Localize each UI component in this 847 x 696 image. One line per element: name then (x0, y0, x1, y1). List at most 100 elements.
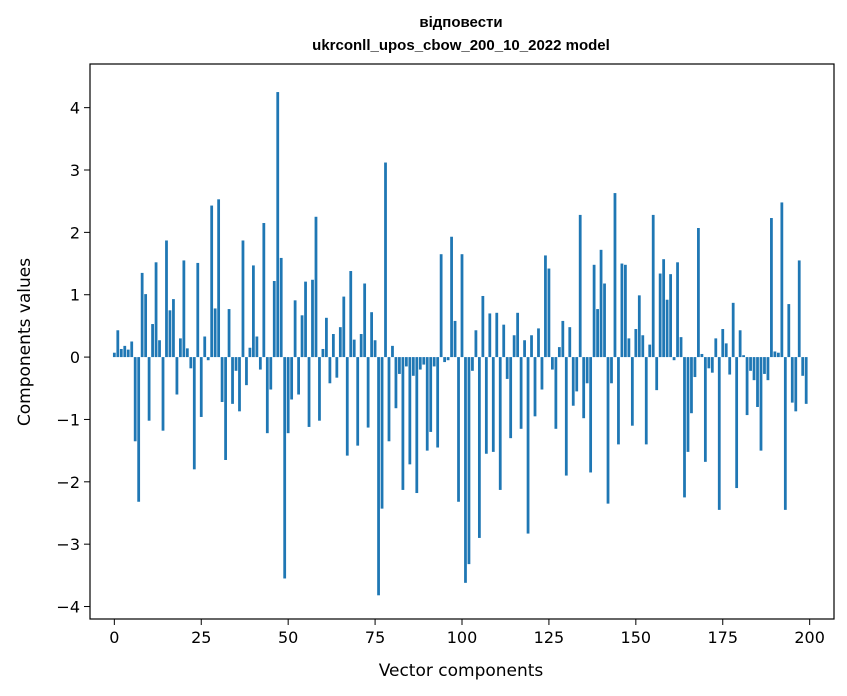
bar-54 (300, 315, 304, 358)
bar-67 (345, 357, 349, 456)
bar-8 (140, 272, 144, 358)
bar-56 (307, 357, 311, 427)
bar-74 (370, 312, 373, 358)
bar-16 (168, 310, 172, 358)
bar-126 (551, 357, 554, 370)
bar-27 (206, 357, 210, 361)
bar-130 (564, 357, 568, 476)
bar-158 (662, 259, 666, 358)
x-tick-label: 200 (794, 628, 825, 647)
x-tick-label: 150 (621, 628, 652, 647)
bar-69 (352, 339, 356, 358)
bar-190 (773, 351, 777, 358)
bar-77 (380, 357, 384, 509)
bar-94 (439, 254, 443, 358)
bar-118 (523, 340, 526, 358)
bar-97 (450, 236, 453, 358)
bar-101 (464, 357, 467, 583)
bar-141 (603, 283, 606, 358)
y-axis-ticks: −4 −3 −2 −1 0 1 2 3 4 (56, 99, 90, 617)
bar-138 (592, 264, 596, 358)
bar-20 (182, 260, 186, 358)
bar-194 (787, 304, 791, 358)
bar-34 (231, 357, 234, 404)
bar-26 (203, 336, 207, 358)
bar-155 (651, 214, 655, 358)
y-tick-label: 0 (70, 348, 80, 367)
bar-106 (481, 295, 485, 358)
x-tick-label: 175 (707, 628, 738, 647)
x-tick-label: 0 (109, 628, 119, 647)
bar-71 (359, 334, 363, 358)
bar-6 (133, 357, 137, 442)
bar-42 (258, 357, 262, 370)
bar-123 (540, 357, 544, 390)
x-tick-label: 100 (447, 628, 478, 647)
bar-113 (505, 357, 509, 379)
bar-148 (627, 338, 631, 358)
bar-85 (408, 357, 412, 465)
bar-57 (311, 279, 314, 358)
bar-174 (717, 357, 721, 510)
bar-50 (286, 357, 290, 434)
bar-70 (356, 357, 360, 446)
bar-124 (544, 255, 547, 358)
bar-184 (752, 357, 756, 381)
bar-73 (366, 357, 370, 428)
bar-119 (526, 357, 530, 534)
bar-7 (137, 357, 141, 502)
bar-112 (502, 324, 506, 358)
bar-140 (599, 249, 603, 358)
bar-129 (561, 320, 565, 358)
bar-132 (571, 357, 575, 406)
bar-31 (220, 357, 224, 402)
bar-19 (179, 338, 182, 358)
bar-185 (756, 357, 759, 407)
bar-193 (783, 357, 787, 510)
bar-144 (613, 193, 617, 358)
bar-108 (488, 313, 492, 358)
bar-173 (714, 338, 718, 358)
bar-78 (384, 162, 387, 358)
bar-117 (519, 357, 523, 429)
bar-162 (676, 262, 679, 358)
bar-182 (745, 357, 749, 416)
bar-104 (474, 330, 478, 358)
bar-103 (471, 357, 474, 371)
bar-68 (349, 271, 353, 358)
bar-17 (172, 299, 175, 358)
bar-15 (165, 240, 168, 358)
bar-30 (217, 199, 221, 358)
bar-102 (467, 357, 471, 565)
bar-1 (116, 330, 120, 358)
bar-121 (533, 357, 537, 417)
bar-159 (665, 299, 669, 358)
y-axis-label: Components values (15, 258, 35, 426)
bar-90 (425, 357, 429, 451)
bar-164 (683, 357, 686, 498)
bar-115 (512, 335, 516, 358)
bar-114 (509, 357, 513, 439)
bar-43 (262, 223, 266, 358)
bar-181 (742, 355, 745, 358)
bar-150 (634, 329, 638, 358)
bar-167 (693, 357, 697, 378)
bar-45 (269, 357, 273, 390)
bar-136 (585, 357, 589, 384)
bar-4 (126, 349, 130, 358)
bar-63 (331, 334, 335, 358)
bar-75 (373, 340, 377, 358)
bar-166 (690, 357, 693, 414)
bar-186 (759, 357, 763, 451)
bar-171 (707, 357, 711, 369)
bar-76 (377, 357, 380, 596)
bar-87 (415, 357, 419, 494)
bar-12 (154, 262, 158, 358)
bar-38 (245, 357, 248, 386)
bar-36 (238, 357, 241, 412)
bar-14 (161, 357, 165, 431)
bar-64 (335, 357, 339, 378)
bar-187 (763, 357, 766, 374)
bar-125 (547, 268, 551, 358)
